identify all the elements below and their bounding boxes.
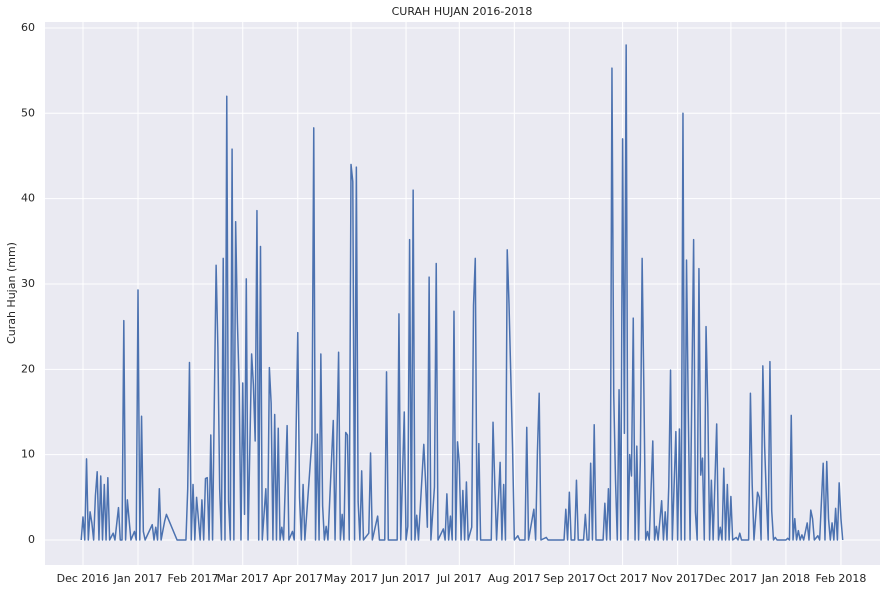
x-tick-label: Jul 2017 [436, 572, 482, 585]
x-tick-label: Apr 2017 [273, 572, 324, 585]
x-tick-label: Aug 2017 [488, 572, 541, 585]
x-tick-label: Dec 2017 [705, 572, 758, 585]
y-tick-label: 40 [21, 192, 35, 205]
x-tick-label: Jan 2018 [761, 572, 810, 585]
y-tick-label: 50 [21, 106, 35, 119]
x-tick-label: May 2017 [324, 572, 378, 585]
x-tick-label: Oct 2017 [597, 572, 648, 585]
x-tick-label: Feb 2018 [815, 572, 866, 585]
y-tick-label: 0 [28, 533, 35, 546]
plot-area [45, 22, 880, 565]
data-line [80, 44, 844, 541]
y-tick-label: 30 [21, 277, 35, 290]
y-tick-label: 60 [21, 21, 35, 34]
y-tick-label: 10 [21, 448, 35, 461]
x-tick-label: Jun 2017 [381, 572, 431, 585]
x-tick-label: Dec 2016 [57, 572, 110, 585]
y-axis-label: Curah Hujan (mm) [5, 242, 18, 344]
x-tick-label: Nov 2017 [651, 572, 704, 585]
x-tick-label: Sep 2017 [543, 572, 595, 585]
y-tick-label: 20 [21, 362, 35, 375]
x-tick-label: Jan 2017 [113, 572, 162, 585]
chart-title: CURAH HUJAN 2016-2018 [392, 5, 533, 18]
x-tick-label: Feb 2017 [168, 572, 219, 585]
x-tick-label: Mar 2017 [217, 572, 269, 585]
